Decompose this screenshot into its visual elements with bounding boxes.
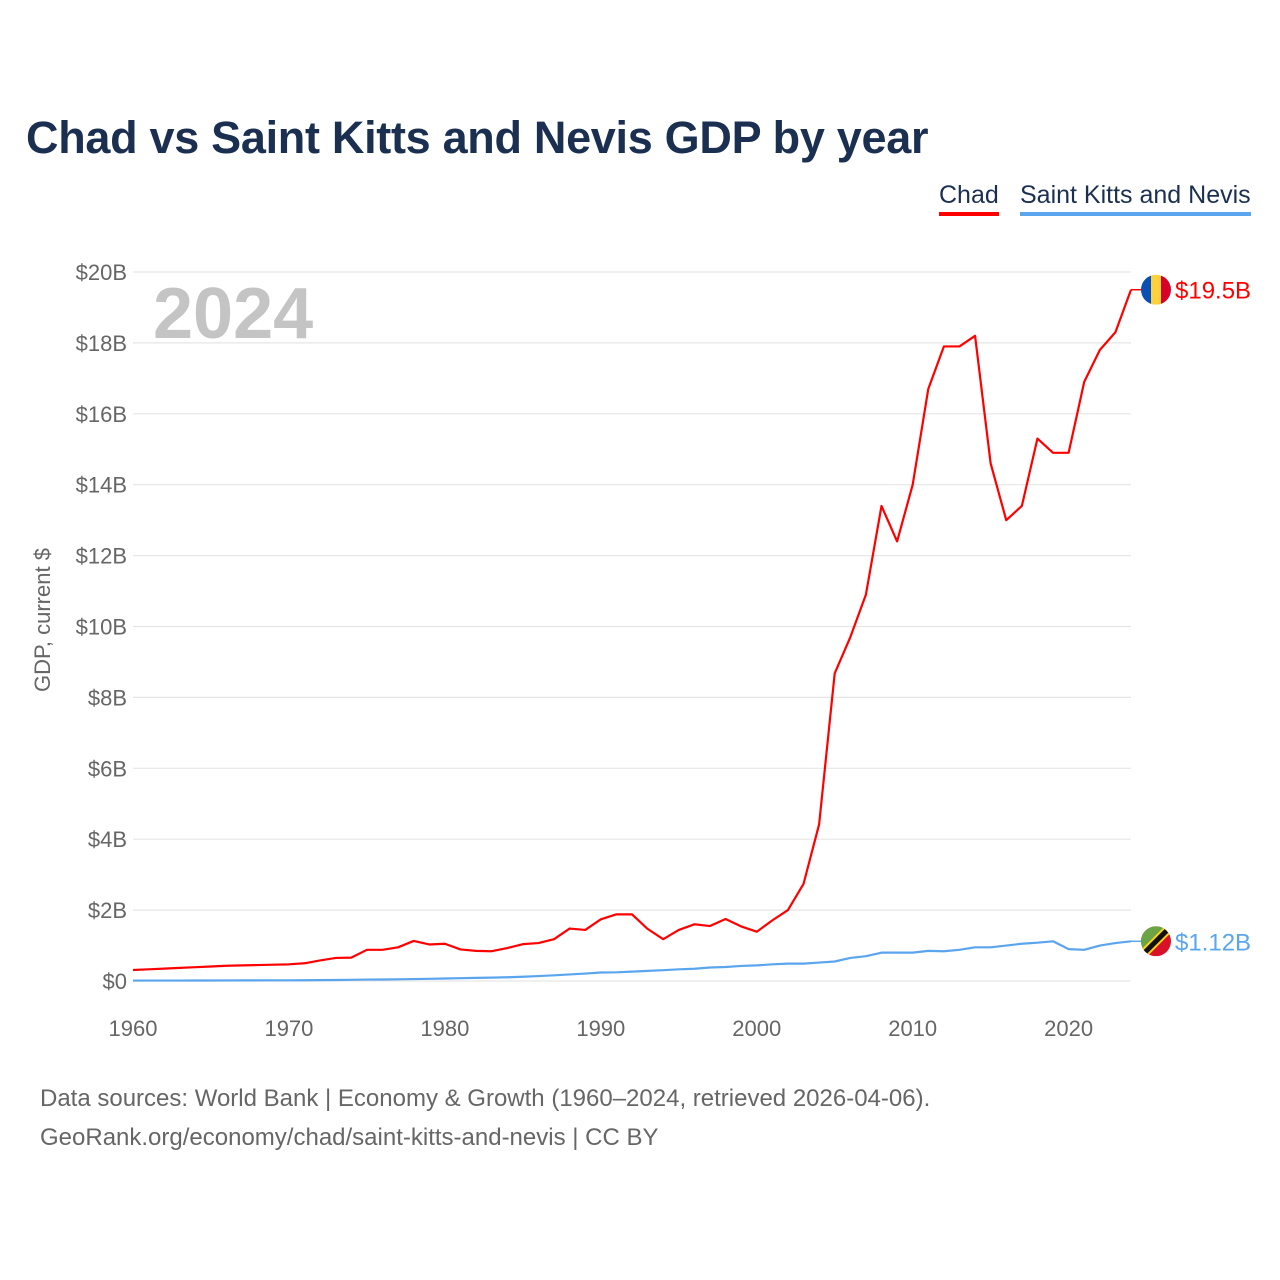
- end-value-label: $19.5B: [1175, 278, 1251, 305]
- y-tick-label: $4B: [88, 827, 127, 852]
- series-line-chad[interactable]: [132, 289, 1133, 972]
- x-tick-label: 1970: [264, 1016, 313, 1041]
- year-watermark: 2024: [153, 274, 313, 354]
- y-axis-label: GDP, current $: [30, 548, 55, 692]
- footer-link[interactable]: GeoRank.org/economy/chad/saint-kitts-and…: [40, 1124, 659, 1151]
- chad-flag-icon: [1141, 274, 1171, 305]
- y-tick-label: $12B: [76, 544, 127, 569]
- x-tick-label: 2000: [732, 1016, 781, 1041]
- x-tick-label: 2020: [1044, 1016, 1093, 1041]
- y-tick-label: $8B: [88, 685, 127, 710]
- y-tick-label: $18B: [76, 331, 127, 356]
- line-chart: $0 $2B $4B $6B $8B $10B $12B $14B $16B $18B $20B 19…: [30, 260, 1251, 1041]
- end-value-label: $1.12B: [1175, 929, 1251, 956]
- y-tick-label: $6B: [88, 756, 127, 781]
- y-tick-label: $20B: [76, 260, 127, 285]
- footer-sources: Data sources: World Bank | Economy & Gro…: [40, 1085, 931, 1112]
- x-tick-label: 1980: [420, 1016, 469, 1041]
- chart-title: Chad vs Saint Kitts and Nevis GDP by yea…: [26, 112, 929, 163]
- y-tick-label: $14B: [76, 473, 127, 498]
- y-tick-label: $2B: [88, 898, 127, 923]
- x-tick-label: 1960: [109, 1016, 158, 1041]
- x-tick-label: 1990: [576, 1016, 625, 1041]
- y-tick-label: $0: [103, 969, 127, 994]
- series-line-saint-kitts-and-nevis[interactable]: [133, 940, 1132, 982]
- y-tick-label: $10B: [76, 615, 127, 640]
- saint-kitts-and-nevis-flag-icon: [1141, 926, 1171, 957]
- legend-saint-kitts-and-nevis[interactable]: Saint Kitts and Nevis: [1020, 181, 1251, 216]
- y-tick-label: $16B: [76, 402, 127, 427]
- x-tick-label: 2010: [888, 1016, 937, 1041]
- legend-chad[interactable]: Chad: [939, 181, 999, 216]
